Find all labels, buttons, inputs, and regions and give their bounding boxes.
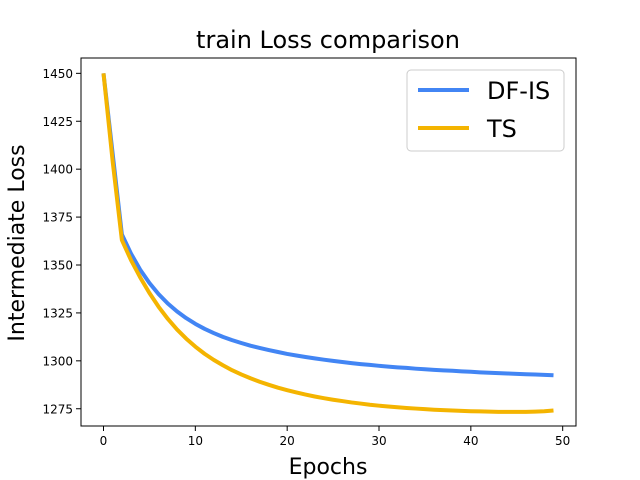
x-axis: 0 10 20 30 40 50: [100, 426, 570, 448]
y-tick-label: 1425: [42, 115, 73, 129]
legend-label-ts: TS: [486, 115, 517, 143]
x-tick-label: 20: [280, 434, 295, 448]
y-tick-label: 1375: [42, 211, 73, 225]
y-tick-label: 1450: [42, 67, 73, 81]
chart-title: train Loss comparison: [196, 26, 460, 54]
x-tick-label: 50: [555, 434, 570, 448]
series-line-df-is: [101, 73, 554, 378]
y-axis-label: Intermediate Loss: [5, 144, 30, 341]
x-tick-label: 0: [100, 434, 108, 448]
series-layer: [101, 73, 554, 414]
x-tick-label: 30: [371, 434, 386, 448]
y-tick-label: 1325: [42, 306, 73, 320]
y-axis: 1275 1300 1325 1350 1375 1400 1425 1450: [42, 67, 81, 416]
x-axis-label: Epochs: [289, 455, 368, 480]
y-tick-label: 1400: [42, 163, 73, 177]
y-tick-label: 1350: [42, 259, 73, 273]
legend-label-df-is: DF-IS: [487, 77, 550, 105]
x-tick-label: 10: [188, 434, 203, 448]
y-tick-label: 1300: [42, 354, 73, 368]
plot-frame: [80, 57, 577, 427]
x-tick-label: 40: [463, 434, 478, 448]
legend: DF-IS TS: [406, 69, 565, 152]
series-line-ts: [101, 73, 554, 414]
y-tick-label: 1275: [42, 402, 73, 416]
